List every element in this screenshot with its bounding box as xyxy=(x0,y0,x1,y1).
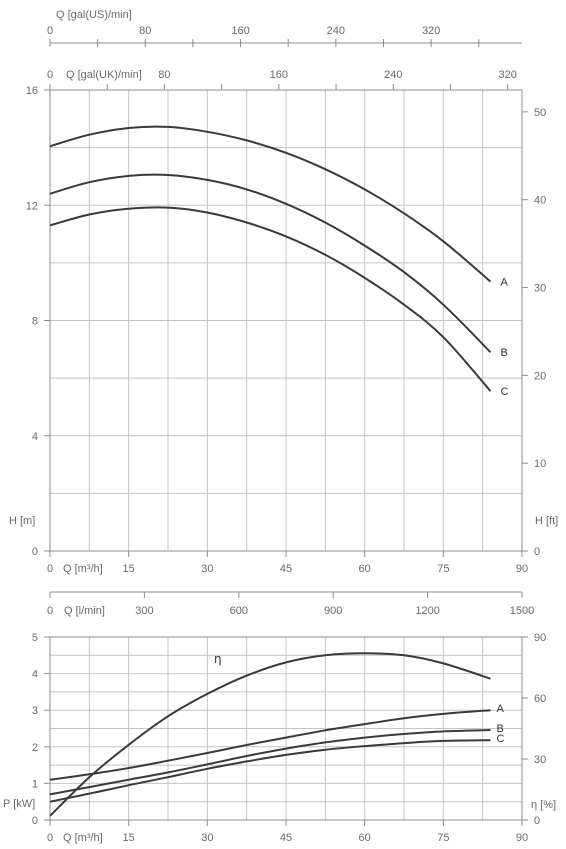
power-kw-tick-label: 1 xyxy=(32,778,38,790)
power-curve-b xyxy=(49,729,491,796)
head-chart-flow-axis-label: Q [m³/h] xyxy=(63,563,103,575)
head-chart-panel: 0 80 160 240 320 Q [gal(US)/min] 0 80 160 240 32… xyxy=(9,9,558,575)
power-curves: ABC xyxy=(49,652,505,817)
head-chart-flow-tick-label: 30 xyxy=(201,563,213,575)
power-chart-flow-tick-label: 75 xyxy=(437,832,449,844)
gal-us-tick-label: 80 xyxy=(139,25,151,37)
power-chart-flow-tick-label: 0 xyxy=(47,832,53,844)
head-chart-flow-tick-label: 15 xyxy=(123,563,135,575)
power-curve-label-c: C xyxy=(497,733,505,745)
gal-uk-tick-label: 80 xyxy=(158,69,170,81)
head-curve-label-a: A xyxy=(501,277,509,289)
head-curve-label-c: C xyxy=(501,386,509,398)
head-m-tick-label: 12 xyxy=(26,200,38,212)
head-chart-flow-tick-label: 45 xyxy=(280,563,292,575)
lmin-axis-label: Q [l/min] xyxy=(64,605,105,617)
lmin-tick-label: 600 xyxy=(230,605,248,617)
power-chart-flow-ticks: 0 15 30 45 60 75 90 xyxy=(47,820,528,844)
gal-us-tick-label: 0 xyxy=(47,25,53,37)
lmin-tick-label: 900 xyxy=(324,605,342,617)
power-kw-tick-label: 5 xyxy=(32,632,38,644)
head-chart-flow-tick-label: 0 xyxy=(47,563,53,575)
head-ft-tick-label: 10 xyxy=(534,458,546,470)
gal-us-ticks: 0 80 160 240 320 xyxy=(47,25,480,47)
power-chart-flow-tick-label: 90 xyxy=(516,832,528,844)
gal-us-tick-label: 320 xyxy=(422,25,440,37)
lmin-tick-label: 1200 xyxy=(415,605,439,617)
power-curve-c xyxy=(49,739,491,803)
power-kw-tick-label: 2 xyxy=(32,742,38,754)
head-chart-flow-tick-label: 60 xyxy=(359,563,371,575)
head-ft-tick-label: 0 xyxy=(534,546,540,558)
gal-uk-axis-label: Q [gal(UK)/min] xyxy=(66,69,142,81)
efficiency-tick-label: 0 xyxy=(534,815,540,827)
head-chart-flow-tick-label: 75 xyxy=(437,563,449,575)
gal-uk-tick-label: 160 xyxy=(270,69,288,81)
head-m-tick-label: 4 xyxy=(32,431,38,443)
head-m-axis-label: H [m] xyxy=(9,515,35,527)
head-m-tick-label: 8 xyxy=(32,316,38,328)
power-chart-flow-tick-label: 60 xyxy=(359,832,371,844)
head-ft-tick-label: 50 xyxy=(534,107,546,119)
power-curve-label-b: B xyxy=(497,723,504,735)
lmin-tick-label: 0 xyxy=(47,605,53,617)
head-chart-flow-ticks: 0 15 30 45 60 75 90 xyxy=(47,551,528,575)
gal-us-tick-label: 240 xyxy=(327,25,345,37)
gal-uk-tick-label: 240 xyxy=(384,69,402,81)
head-curves: A B C xyxy=(49,125,509,398)
lmin-tick-label: 1500 xyxy=(510,605,534,617)
head-curve-b xyxy=(49,173,492,353)
head-ft-ticks: 0 10 20 30 40 50 xyxy=(522,107,546,558)
head-curve-a xyxy=(49,125,492,283)
power-chart-flow-tick-label: 45 xyxy=(280,832,292,844)
power-kw-tick-label: 0 xyxy=(32,815,38,827)
efficiency-curve-label: η xyxy=(214,652,222,666)
power-kw-axis-label: P [kW] xyxy=(3,798,35,810)
gal-us-tick-label: 160 xyxy=(231,25,249,37)
lmin-tick-label: 300 xyxy=(135,605,153,617)
head-ft-axis-label: H [ft] xyxy=(535,515,558,527)
gal-uk-tick-label: 320 xyxy=(499,69,517,81)
head-curve-c xyxy=(49,206,492,392)
efficiency-tick-label: 90 xyxy=(534,632,546,644)
gal-uk-ticks: 0 80 160 240 320 xyxy=(47,69,517,90)
efficiency-tick-label: 60 xyxy=(534,693,546,705)
power-curve-a xyxy=(49,709,491,781)
lmin-ticks: 0 300 600 900 1200 1500 xyxy=(47,592,534,617)
head-m-tick-label: 0 xyxy=(32,546,38,558)
power-chart-flow-tick-label: 15 xyxy=(123,832,135,844)
efficiency-tick-label: 30 xyxy=(534,754,546,766)
power-curve-label-a: A xyxy=(497,703,505,715)
power-chart-flow-tick-label: 30 xyxy=(201,832,213,844)
gal-us-axis-label: Q [gal(US)/min] xyxy=(56,9,132,21)
head-curve-label-b: B xyxy=(501,347,508,359)
efficiency-ticks: 0 30 60 90 xyxy=(522,632,546,827)
head-chart-grid xyxy=(50,90,522,551)
power-chart-grid xyxy=(50,637,522,820)
gal-uk-tick-label: 0 xyxy=(47,69,53,81)
head-ft-tick-label: 20 xyxy=(534,370,546,382)
power-kw-tick-label: 4 xyxy=(32,669,38,681)
efficiency-curve xyxy=(49,652,491,817)
head-m-tick-label: 16 xyxy=(26,85,38,97)
head-ft-tick-label: 40 xyxy=(534,195,546,207)
power-chart-flow-axis-label: Q [m³/h] xyxy=(63,832,103,844)
head-m-ticks: 0 4 8 12 16 xyxy=(26,85,50,558)
head-chart-flow-tick-label: 90 xyxy=(516,563,528,575)
head-ft-tick-label: 30 xyxy=(534,283,546,295)
power-kw-tick-label: 3 xyxy=(32,705,38,717)
efficiency-axis-label: η [%] xyxy=(531,799,556,811)
power-kw-ticks: 0 1 2 3 4 5 xyxy=(32,632,50,827)
